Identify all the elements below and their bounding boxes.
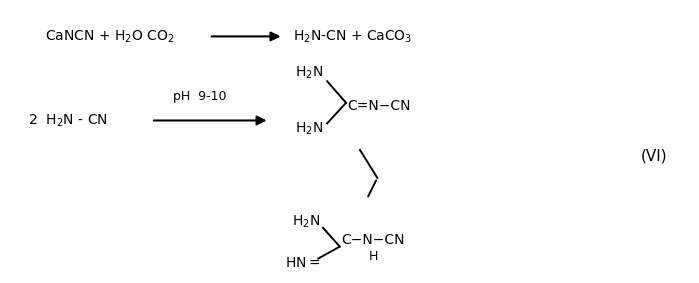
Text: H: H (368, 250, 378, 263)
Text: pH  9-10: pH 9-10 (173, 90, 226, 103)
Text: H$_2$N: H$_2$N (295, 65, 324, 81)
Text: H$_2$N: H$_2$N (295, 121, 324, 137)
Text: CaNCN + H$_2$O CO$_2$: CaNCN + H$_2$O CO$_2$ (45, 28, 174, 45)
Text: C=N−CN: C=N−CN (347, 99, 411, 113)
Text: 2  H$_2$N - CN: 2 H$_2$N - CN (28, 112, 108, 129)
Text: HN$=$: HN$=$ (285, 256, 321, 270)
Text: H$_2$N: H$_2$N (292, 213, 321, 230)
Text: C−N−CN: C−N−CN (341, 233, 405, 247)
Text: (VI): (VI) (641, 148, 668, 163)
Text: H$_2$N-CN + CaCO$_3$: H$_2$N-CN + CaCO$_3$ (294, 28, 412, 45)
